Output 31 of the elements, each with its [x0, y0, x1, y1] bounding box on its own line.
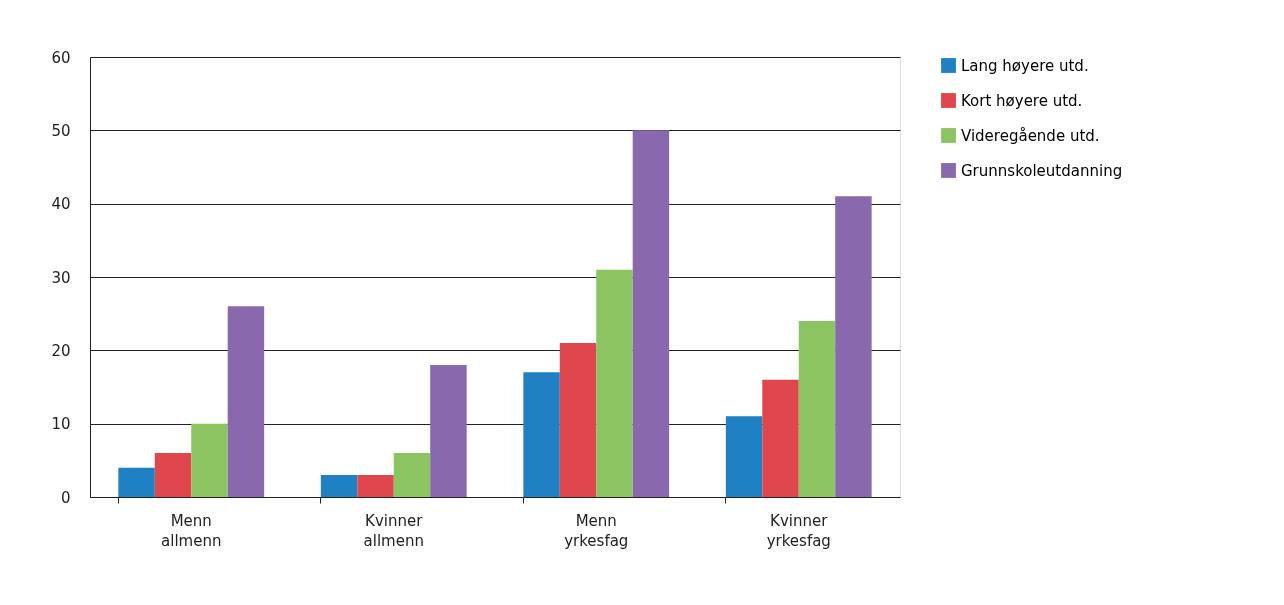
y-tick-label: 0: [60, 488, 71, 507]
bar: [596, 269, 633, 497]
bar: [725, 416, 763, 497]
bar: [357, 475, 394, 497]
y-tick-label: 10: [51, 415, 71, 434]
bar: [227, 306, 265, 497]
x-tick-label: Menn yrkesfag: [564, 511, 629, 550]
y-tick-label: 20: [51, 341, 71, 360]
bar: [798, 321, 836, 497]
bar: [835, 196, 872, 497]
y-tick-label: 30: [51, 268, 71, 287]
bar: [523, 372, 560, 497]
x-tick-label: Kvinner allmenn: [363, 511, 424, 550]
x-tick-label: Menn allmenn: [161, 511, 222, 550]
legend-label: Lang høyere utd.: [961, 56, 1089, 75]
bar: [154, 453, 192, 497]
bar: [191, 423, 228, 497]
legend-label: Grunnskoleutdanning: [961, 161, 1123, 180]
bar: [118, 467, 155, 497]
bar: [430, 365, 467, 497]
bar: [762, 379, 799, 497]
bar: [393, 453, 431, 497]
legend-label: Videregående utd.: [961, 126, 1100, 145]
bar: [559, 343, 597, 497]
bar: [632, 130, 670, 497]
x-tick-label: Kvinner yrkesfag: [766, 511, 831, 550]
y-tick-label: 50: [51, 121, 71, 140]
y-tick-label: 60: [51, 48, 71, 67]
y-tick-label: 40: [51, 195, 71, 214]
bar: [320, 475, 358, 497]
legend-label: Kort høyere utd.: [961, 91, 1083, 110]
